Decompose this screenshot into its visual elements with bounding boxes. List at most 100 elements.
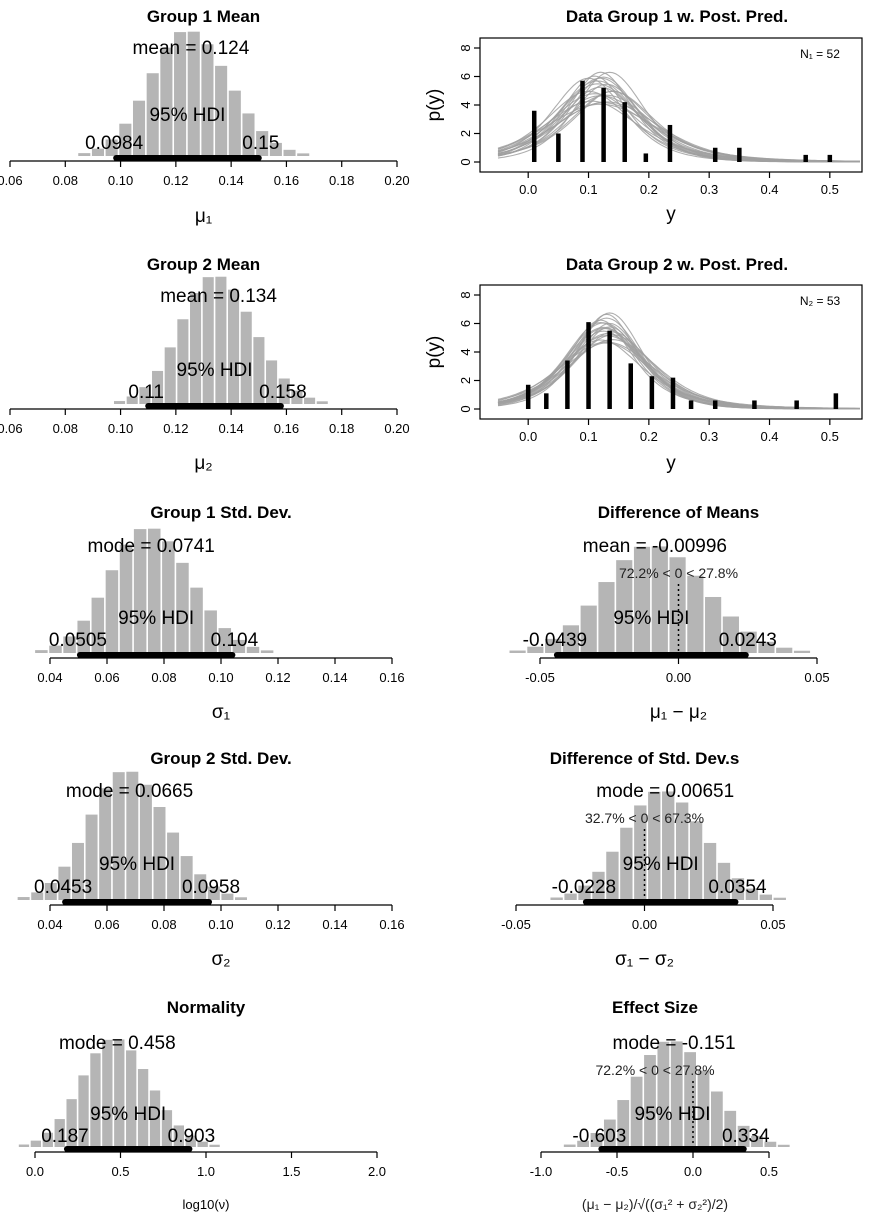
n-label: N₂ = 53 (800, 294, 841, 308)
histogram-bar (592, 871, 605, 900)
histogram-bar (194, 874, 207, 900)
histogram-bar (164, 347, 176, 404)
chart-title: Group 1 Std. Dev. (150, 503, 291, 522)
histogram-bar (126, 771, 139, 900)
histogram-bar (675, 802, 689, 900)
histogram-bar (240, 311, 252, 404)
histogram-bar (580, 605, 597, 653)
hdi-low-label: 0.187 (41, 1126, 89, 1147)
histogram-bar (85, 814, 98, 900)
x-tick-label: 0.14 (322, 670, 347, 685)
x-tick-label: 0.12 (265, 917, 290, 932)
histogram-bar (91, 148, 105, 156)
histogram-bar (215, 65, 228, 156)
y-tick-label: 6 (458, 320, 473, 327)
histogram-bar (564, 893, 577, 900)
histogram-bar (190, 587, 203, 653)
chart-pp1: Data Group 1 w. Post. Pred. 0 2 4 6 8 0.0 0.1 0.… (424, 7, 863, 225)
posterior-predictive-curve (497, 102, 860, 162)
histogram-bar (139, 784, 152, 900)
x-tick-label: 0.5 (821, 182, 839, 197)
histogram-bar (764, 1141, 777, 1147)
y-tick-label: 0 (458, 158, 473, 165)
x-tick-label: 0.16 (274, 421, 299, 436)
x-tick-label: 0.2 (640, 429, 658, 444)
x-tick-label: 0.5 (760, 1164, 778, 1179)
chart-title: Group 1 Mean (147, 7, 260, 26)
x-tick-label: 0.5 (111, 1164, 129, 1179)
histogram-bar (634, 805, 647, 900)
histogram-bar (177, 319, 189, 404)
x-tick-label: 0.05 (804, 670, 829, 685)
hdi-low-label: -0.603 (572, 1126, 626, 1147)
histogram-bar (235, 897, 247, 900)
histogram-bar (578, 885, 591, 900)
x-tick-label: 0.00 (632, 917, 657, 932)
y-tick-label: 8 (458, 291, 473, 298)
n-label: N₁ = 52 (800, 47, 840, 61)
hdi-label: 95% HDI (635, 1104, 711, 1125)
posterior-predictive-curve (497, 333, 860, 410)
histogram-bar (689, 821, 703, 900)
histogram-bar (137, 1069, 149, 1147)
histogram-bar (266, 360, 278, 404)
histogram-bar (670, 1041, 683, 1147)
x-tick-label: 1.5 (282, 1164, 300, 1179)
x-tick-label: 0.08 (53, 421, 78, 436)
x-tick-label: 0.16 (379, 917, 404, 932)
histogram-bar (545, 638, 562, 653)
y-axis-label: p(y) (424, 89, 445, 122)
x-tick-label: 0.3 (700, 429, 718, 444)
center-label: mode = 0.00651 (596, 781, 734, 802)
x-axis-label: y (666, 204, 676, 225)
x-axis-label: y (666, 453, 676, 474)
posterior-predictive-curve (497, 342, 861, 409)
histogram-bar (260, 650, 274, 653)
x-axis-label: σ₁ (212, 702, 230, 723)
histogram-bar (740, 631, 757, 653)
histogram-bar (153, 806, 166, 900)
histogram-bar (745, 888, 759, 900)
histogram-bar (651, 546, 668, 653)
histogram-bar (218, 628, 232, 653)
x-tick-label: 0.16 (274, 173, 299, 188)
histogram-bar (737, 1125, 750, 1147)
posterior-predictive-curve (497, 83, 860, 163)
center-label: mode = 0.0665 (66, 781, 193, 802)
y-tick-label: 2 (458, 377, 473, 384)
comparison-label: 72.2% < 0 < 27.8% (619, 565, 738, 581)
histogram-bar (215, 276, 227, 404)
histogram-bar (90, 1053, 101, 1147)
hdi-high-label: 0.104 (211, 630, 259, 651)
histogram-bar (133, 529, 147, 653)
x-tick-label: 0.2 (640, 182, 658, 197)
histogram-bar (119, 544, 133, 653)
x-tick-label: 0.14 (322, 917, 347, 932)
x-tick-label: 0.10 (108, 421, 133, 436)
hdi-high-label: 0.158 (259, 382, 307, 403)
hdi-high-label: 0.903 (168, 1126, 216, 1147)
histogram-bar (246, 646, 260, 653)
histogram-bar (112, 772, 125, 900)
y-tick-label: 0 (458, 405, 473, 412)
comparison-label: 32.7% < 0 < 67.3% (585, 810, 704, 826)
histogram-bar (269, 142, 282, 156)
chart-effsize: Effect Size 72.2% < 0 < 27.8% mode = -0.15… (530, 998, 790, 1212)
x-tick-label: 0.04 (37, 670, 62, 685)
x-axis-label: σ₂ (211, 949, 230, 970)
histogram-bar (18, 1144, 30, 1147)
y-tick-label: 4 (458, 348, 473, 355)
posterior-predictive-curve (497, 331, 861, 410)
hdi-label: 95% HDI (118, 608, 194, 629)
histogram-bar (126, 396, 138, 404)
x-tick-label: 0.12 (265, 670, 290, 685)
histogram-bar (77, 620, 90, 653)
histogram-bar (119, 123, 132, 156)
x-tick-label: 0.10 (208, 670, 233, 685)
hdi-high-label: 0.15 (242, 133, 279, 154)
x-axis-label: (μ₁ − μ₂)/√((σ₁² + σ₂²)/2) (582, 1196, 728, 1212)
y-axis-label: p(y) (424, 336, 445, 369)
histogram-bar (717, 862, 731, 900)
